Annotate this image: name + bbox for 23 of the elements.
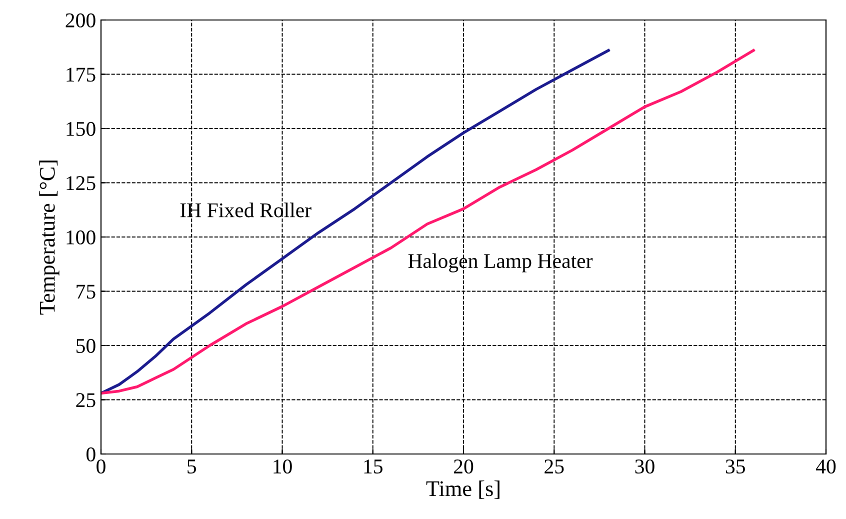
y-tick-label: 100 — [66, 230, 96, 244]
y-tick-label: 125 — [66, 176, 96, 190]
x-tick-label: 0 — [96, 459, 106, 474]
x-tick-label: 35 — [726, 460, 745, 474]
y-tick-label: 0 — [86, 447, 96, 462]
x-tick-label: 5 — [188, 460, 196, 474]
series-label: Halogen Lamp Heater — [408, 253, 593, 272]
series-label: IH Fixed Roller — [180, 202, 312, 218]
line-series — [101, 48, 755, 395]
x-tick-label: 20 — [454, 459, 474, 474]
y-tick-label: 175 — [66, 68, 96, 82]
y-tick-label: 150 — [66, 122, 96, 136]
x-axis-title: Time [s] — [426, 480, 500, 499]
y-axis-title: Temperature [°C] — [39, 160, 60, 315]
x-tick-label: 25 — [544, 460, 564, 474]
x-tick-label: 30 — [635, 459, 654, 474]
y-tick-label: 25 — [76, 393, 96, 408]
y-tick-label: 200 — [66, 13, 96, 28]
x-tick-label: 10 — [274, 459, 292, 474]
x-tick-label: 15 — [364, 460, 382, 474]
x-tick-label: 40 — [816, 459, 836, 474]
y-tick-label: 75 — [76, 284, 96, 299]
y-tick-label: 50 — [76, 338, 96, 353]
